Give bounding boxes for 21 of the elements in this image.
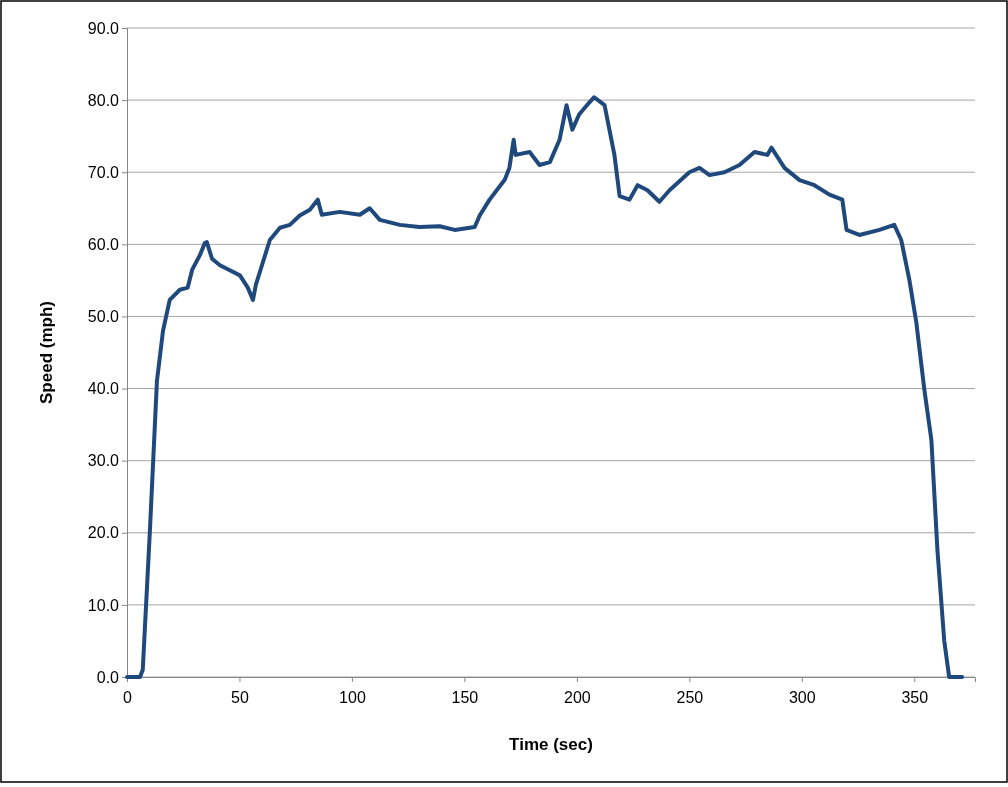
y-tick-label: 10.0 bbox=[87, 596, 120, 614]
y-tick-label: 60.0 bbox=[87, 235, 120, 253]
y-tick-label: 70.0 bbox=[87, 163, 120, 181]
y-tick-label: 90.0 bbox=[87, 19, 120, 37]
y-axis-title: Speed (mph) bbox=[37, 301, 56, 404]
x-axis-title: Time (sec) bbox=[509, 735, 593, 754]
x-tick-label: 100 bbox=[339, 688, 366, 706]
x-tick-label: 0 bbox=[123, 688, 133, 706]
y-tick-label: 0.0 bbox=[96, 668, 120, 686]
y-tick-label: 30.0 bbox=[87, 452, 120, 470]
y-tick-label: 50.0 bbox=[87, 308, 120, 326]
y-tick-label: 80.0 bbox=[87, 91, 120, 109]
line-series bbox=[125, 95, 965, 679]
x-tick-label: 250 bbox=[676, 688, 704, 706]
x-tick-label: 350 bbox=[901, 688, 929, 706]
x-tick-label: 50 bbox=[231, 688, 249, 706]
x-tick-label: 150 bbox=[451, 688, 479, 706]
y-tick-label: 20.0 bbox=[87, 524, 120, 542]
y-tick-label: 40.0 bbox=[87, 380, 120, 398]
x-tick-label: 300 bbox=[788, 688, 816, 706]
x-tick-label: 200 bbox=[564, 688, 591, 706]
